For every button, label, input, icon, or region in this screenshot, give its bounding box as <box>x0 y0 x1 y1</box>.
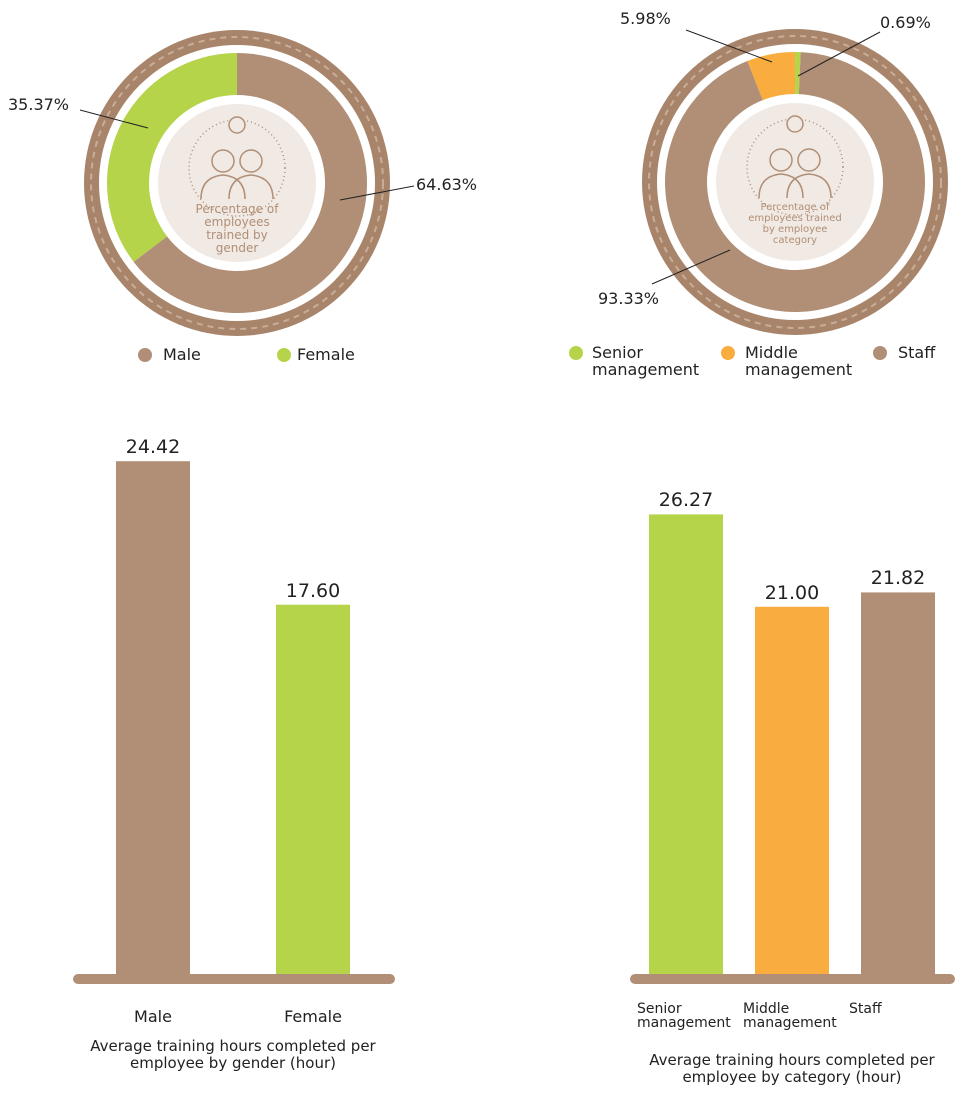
donut-slice <box>747 51 796 101</box>
value-label: 35.37% <box>8 95 70 114</box>
inner-disc <box>158 104 316 262</box>
leader-line <box>797 31 881 77</box>
legend-dot <box>569 346 583 360</box>
center-label: Percentage of employees trained by emplo… <box>748 202 842 246</box>
bar <box>861 592 935 975</box>
donut-slice <box>133 53 367 313</box>
donut-slice <box>106 53 237 262</box>
icon-head <box>769 148 793 172</box>
icon-body <box>200 174 274 200</box>
legend-label: Middle management <box>745 343 853 379</box>
value-label: 21.82 <box>870 567 926 590</box>
bar <box>649 514 723 975</box>
value-label: 0.69% <box>880 13 931 32</box>
chart-title: Average training hours completed per emp… <box>649 1051 935 1086</box>
icon-arc <box>188 119 286 217</box>
value-label: 17.60 <box>285 579 341 602</box>
leader-line <box>651 249 731 285</box>
category-label: Middle management <box>743 1001 837 1031</box>
legend-dot <box>277 348 291 362</box>
donut-slice <box>665 52 925 313</box>
legend-label: Staff <box>898 343 936 362</box>
icon-body <box>758 173 832 199</box>
legend-label: Male <box>163 345 201 364</box>
category-label: Staff <box>849 1001 882 1017</box>
legend-label: Female <box>297 345 355 364</box>
value-label: 64.63% <box>416 175 478 194</box>
legend-dot <box>721 346 735 360</box>
value-label: 93.33% <box>598 289 660 308</box>
value-label: 24.42 <box>125 436 181 459</box>
icon-head <box>797 148 821 172</box>
category-label: Female <box>284 1007 342 1026</box>
leader-line <box>79 109 149 129</box>
center-label: Percentage of employees trained by gende… <box>195 202 279 255</box>
icon-arc <box>746 118 844 216</box>
donut-slice <box>795 52 801 95</box>
inner-disc <box>716 103 874 261</box>
decor-ring-pattern <box>90 36 384 330</box>
value-label: 5.98% <box>620 9 671 28</box>
icon-head <box>239 149 263 173</box>
icon-gear <box>228 116 246 134</box>
chart-title: Average training hours completed per emp… <box>90 1037 376 1072</box>
icon-head <box>211 149 235 173</box>
category-label: Senior management <box>637 1001 731 1031</box>
icon-gear <box>786 115 804 133</box>
value-label: 21.00 <box>764 581 820 604</box>
legend-dot <box>873 346 887 360</box>
category-label: Male <box>134 1007 172 1026</box>
bar <box>755 606 829 975</box>
bar <box>116 461 190 975</box>
leader-line <box>685 29 773 63</box>
decor-ring-pattern <box>648 35 942 329</box>
value-label: 26.27 <box>658 489 714 512</box>
legend-label: Senior management <box>592 343 700 379</box>
legend-dot <box>138 348 152 362</box>
leader-line <box>339 185 415 201</box>
bar <box>276 604 350 975</box>
